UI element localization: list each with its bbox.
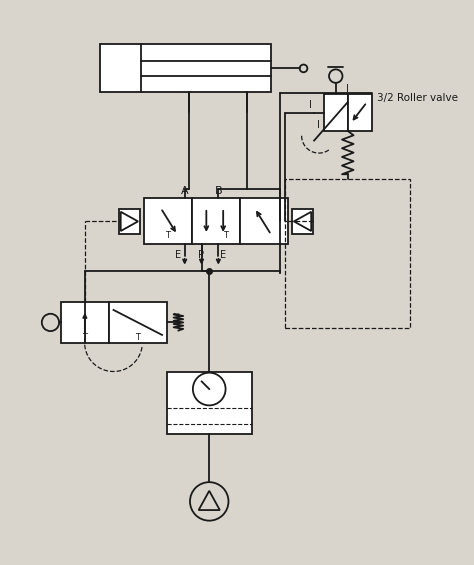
Text: T: T <box>223 231 228 240</box>
Bar <box>100 45 271 93</box>
Bar <box>144 198 192 245</box>
Text: I: I <box>317 120 319 130</box>
Bar <box>192 198 240 245</box>
Bar <box>348 94 372 131</box>
Text: A: A <box>181 186 189 197</box>
Bar <box>285 179 410 328</box>
Bar <box>61 302 109 342</box>
Text: E: E <box>175 250 181 260</box>
Text: T: T <box>135 333 140 342</box>
Text: B: B <box>215 186 222 197</box>
Text: T: T <box>82 333 87 342</box>
Bar <box>240 198 288 245</box>
Text: T: T <box>165 231 170 240</box>
Bar <box>292 209 313 234</box>
Text: P: P <box>198 250 203 260</box>
Bar <box>324 94 348 131</box>
Bar <box>167 372 252 434</box>
Text: I: I <box>310 100 312 110</box>
Bar <box>109 302 167 342</box>
Bar <box>119 209 140 234</box>
Text: I: I <box>346 84 349 93</box>
Text: E: E <box>220 250 226 260</box>
Text: 3/2 Roller valve: 3/2 Roller valve <box>377 93 458 103</box>
